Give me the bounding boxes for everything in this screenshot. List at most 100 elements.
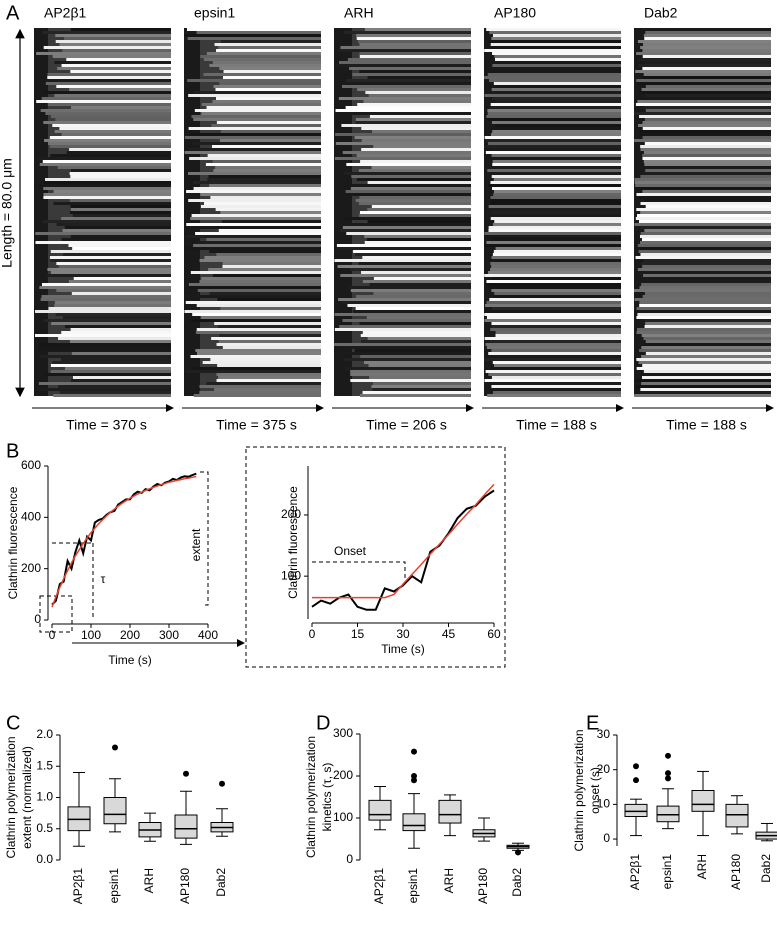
kymograph-streak	[495, 334, 621, 337]
kymograph-streak	[195, 349, 321, 352]
kymograph-streak	[488, 271, 621, 274]
x-tick-label: AP180	[476, 868, 490, 904]
kymograph-streak	[54, 301, 171, 304]
kymograph-streak	[69, 199, 171, 202]
x-tick-label: ARH	[142, 868, 156, 893]
kymograph-streak	[636, 187, 771, 190]
kymograph-title: AP180	[494, 5, 536, 21]
kymograph-streak	[635, 184, 771, 187]
kymograph-streak	[360, 334, 471, 337]
kymograph-streak	[486, 28, 621, 31]
kymograph-noise	[34, 28, 48, 396]
kymograph-streak	[347, 304, 471, 307]
box	[438, 799, 462, 824]
kymograph-streak	[204, 202, 321, 205]
kymograph-streak	[491, 175, 621, 178]
kymograph-streak	[636, 52, 771, 55]
outlier	[515, 849, 521, 856]
kymograph-streak	[220, 307, 321, 310]
kymograph-streak	[636, 367, 771, 370]
kymograph-streak	[61, 238, 171, 241]
kymograph-streak	[336, 64, 471, 67]
kymograph-streak	[637, 268, 771, 271]
kymograph-streak	[642, 376, 771, 379]
kymograph-streak	[635, 28, 771, 31]
kymograph-streak	[200, 205, 321, 208]
kymograph-streak	[491, 349, 621, 352]
x-tick-label: AP180	[729, 854, 743, 890]
kymograph-streak	[61, 331, 171, 334]
kymograph-streak	[185, 247, 321, 250]
zoom-panel	[245, 446, 506, 668]
box	[402, 813, 426, 832]
kymograph-streak	[371, 385, 471, 388]
kymograph-streak	[70, 211, 171, 214]
kymograph-streak	[490, 181, 621, 184]
data-line	[312, 483, 495, 599]
kymograph-streak	[68, 280, 171, 283]
kymograph-streak	[50, 370, 172, 373]
kymograph-streak	[640, 253, 771, 256]
annotation: Onset	[334, 544, 367, 558]
kymograph-streak	[196, 31, 321, 34]
kymograph-streak	[41, 295, 171, 298]
y-tick-label: 200	[21, 561, 41, 575]
kymograph-streak	[638, 196, 771, 199]
kymograph-streak	[347, 286, 471, 289]
kymograph-streak	[219, 67, 321, 70]
kymograph-streak	[636, 358, 771, 361]
kymograph-streak	[334, 343, 471, 346]
kymograph-streak	[61, 217, 171, 220]
kymograph-streak	[642, 190, 771, 193]
kymograph-streak	[358, 202, 471, 205]
kymograph-streak	[211, 337, 321, 340]
kymograph-streak	[350, 370, 471, 373]
kymograph-streak	[645, 31, 771, 34]
x-tick-label: 400	[198, 628, 218, 642]
kymograph-streak	[43, 121, 171, 124]
kymograph-streak	[354, 136, 471, 139]
kymograph-streak	[50, 271, 171, 274]
kymograph-streak	[639, 349, 771, 352]
kymograph-streak	[52, 361, 171, 364]
kymograph-streak	[641, 88, 771, 91]
kymograph	[34, 28, 172, 397]
kymograph-streak	[484, 358, 621, 361]
kymograph-streak	[70, 70, 171, 73]
kymograph-streak	[357, 88, 471, 91]
kymograph-streak	[69, 172, 171, 175]
kymograph-streak	[635, 256, 771, 259]
kymograph-streak	[638, 220, 771, 223]
kymograph-streak	[494, 220, 621, 223]
kymograph-streak	[373, 292, 471, 295]
kymograph-streak	[215, 88, 321, 91]
kymograph-streak	[355, 121, 471, 124]
kymograph-streak	[200, 193, 321, 196]
kymograph-streak	[345, 190, 471, 193]
kymograph-streak	[367, 238, 471, 241]
kymograph-streak	[642, 127, 771, 130]
kymograph-streak	[358, 169, 471, 172]
kymograph-streak	[644, 319, 771, 322]
kymograph-streak	[369, 283, 471, 286]
kymograph-streak	[69, 148, 171, 151]
x-tick-label: 200	[120, 628, 140, 642]
kymograph-streak	[640, 46, 771, 49]
kymograph-streak	[495, 157, 621, 160]
kymograph-streak	[341, 85, 471, 88]
kymograph-streak	[193, 118, 321, 121]
kymograph-streak	[348, 193, 471, 196]
x-tick-label: AP2β1	[71, 868, 85, 905]
kymograph-streak	[644, 61, 771, 64]
kymograph-streak	[187, 79, 321, 82]
kymograph-streak	[643, 370, 771, 373]
kymograph-streak	[359, 70, 471, 73]
kymograph-streak	[487, 112, 621, 115]
kymograph-streak	[208, 268, 321, 271]
kymograph-streak	[209, 292, 321, 295]
kymograph-streak	[40, 298, 172, 301]
kymograph-streak	[354, 253, 471, 256]
kymograph	[184, 28, 321, 397]
x-tick-label: epsin1	[406, 868, 420, 904]
